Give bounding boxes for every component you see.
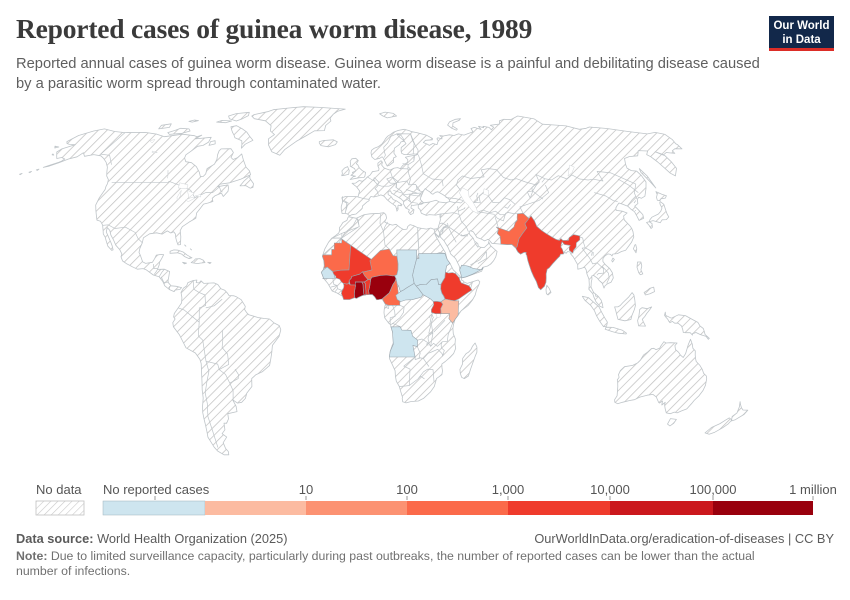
- svg-text:1 million: 1 million: [789, 482, 837, 497]
- svg-text:10: 10: [299, 482, 313, 497]
- svg-text:No reported cases: No reported cases: [103, 482, 210, 497]
- svg-text:1,000: 1,000: [492, 482, 525, 497]
- svg-text:100: 100: [396, 482, 418, 497]
- svg-text:100,000: 100,000: [690, 482, 737, 497]
- svg-text:No data: No data: [36, 482, 82, 497]
- svg-text:10,000: 10,000: [590, 482, 630, 497]
